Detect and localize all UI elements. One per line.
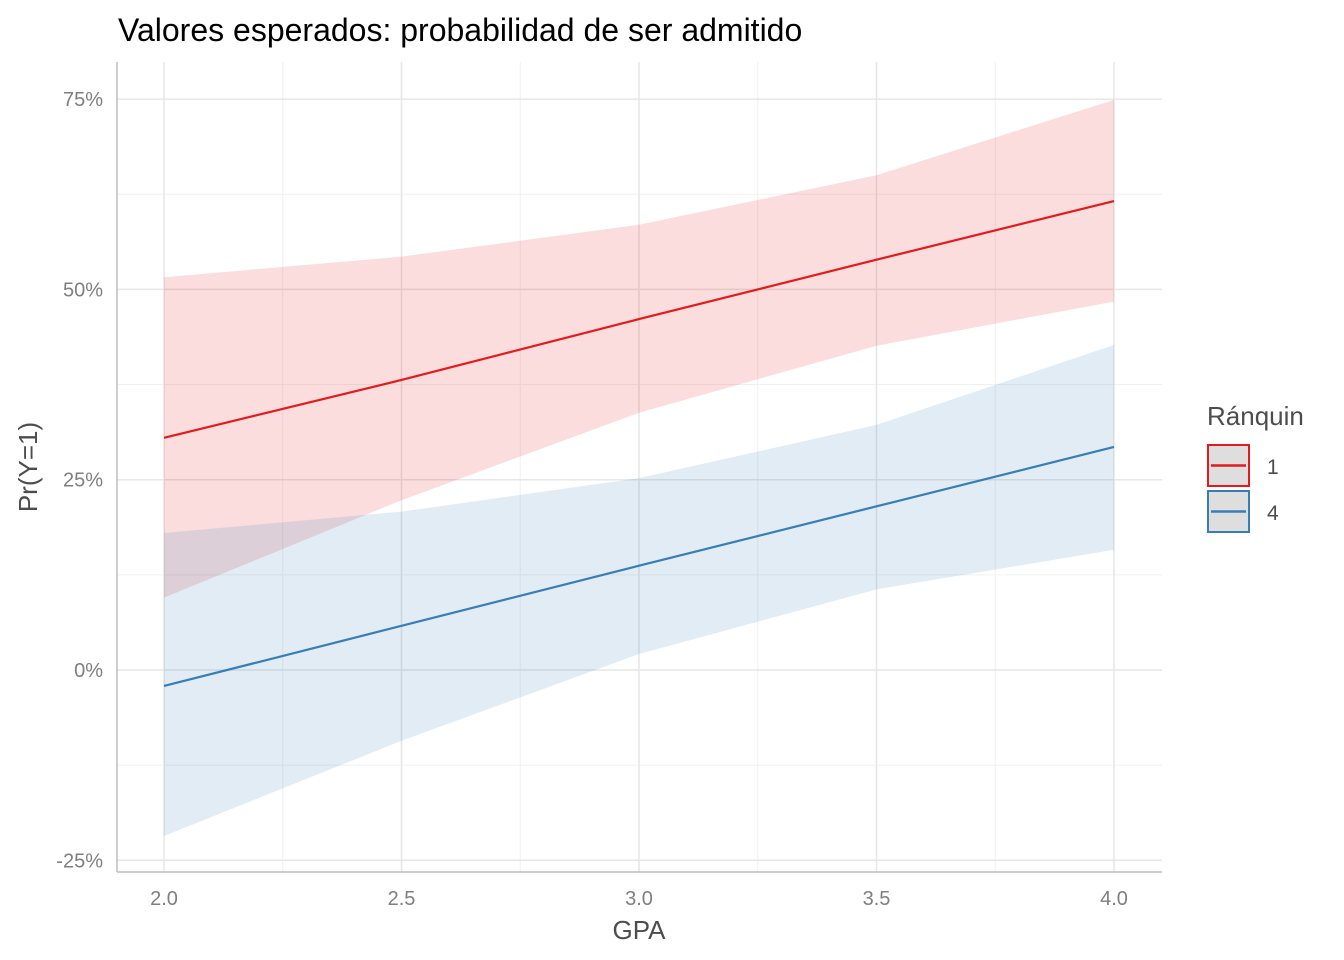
chart-title: Valores esperados: probabilidad de ser a… xyxy=(118,12,802,48)
confidence-ribbons xyxy=(164,99,1114,836)
y-axis-title: Pr(Y=1) xyxy=(13,422,43,512)
legend-label-1: 1 xyxy=(1267,456,1279,479)
ribbon-series-1 xyxy=(164,99,1114,598)
line-series-4 xyxy=(163,445,1115,688)
axes: 2.0 2.5 3.0 3.5 4.0 -25% 0% 25% 50% 75% xyxy=(56,62,1162,910)
line-series-1 xyxy=(163,200,1115,439)
x-axis-title: GPA xyxy=(613,915,667,945)
y-tick-label: -25% xyxy=(56,850,103,872)
x-tick-label: 2.0 xyxy=(150,888,178,910)
y-tick-label: 50% xyxy=(63,279,103,301)
y-tick-label: 0% xyxy=(74,660,103,682)
legend: Ránquin 1 4 xyxy=(1207,401,1304,533)
x-tick-label: 3.5 xyxy=(863,888,891,910)
ribbon-series-4 xyxy=(164,344,1114,836)
series-lines xyxy=(163,200,1115,688)
x-tick-label: 4.0 xyxy=(1100,888,1128,910)
y-tick-label: 25% xyxy=(63,470,103,492)
legend-title: Ránquin xyxy=(1207,401,1304,431)
y-tick-label: 75% xyxy=(63,89,103,111)
x-tick-label: 2.5 xyxy=(388,888,416,910)
legend-label-4: 4 xyxy=(1267,502,1279,525)
grid xyxy=(117,62,1162,872)
x-tick-label: 3.0 xyxy=(625,888,653,910)
